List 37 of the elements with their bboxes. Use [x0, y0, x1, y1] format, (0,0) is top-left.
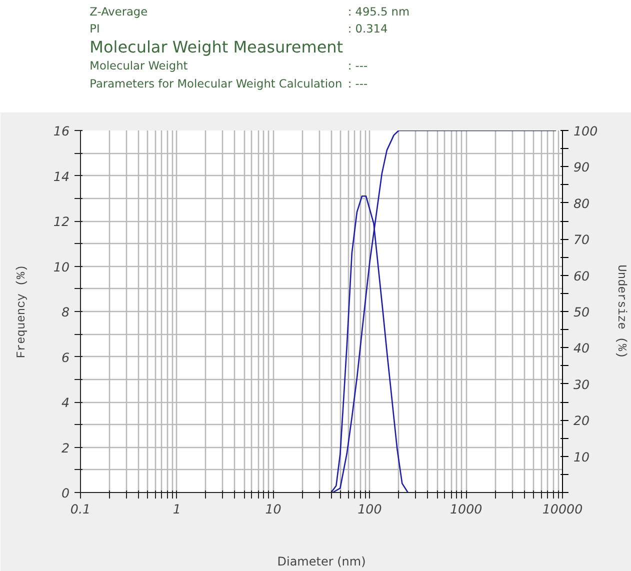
y-tick-label: 14	[53, 168, 70, 184]
text: : 495.5 nm	[348, 4, 410, 18]
y-axis-title: Frequency (%)	[14, 264, 28, 358]
y-tick-label: 6	[61, 350, 70, 365]
x-tick-label: 10	[265, 502, 282, 516]
y-tick-label: 2	[61, 440, 70, 456]
y2-tick-label: 30	[574, 376, 590, 392]
text: : ---	[348, 76, 368, 90]
y-tick-label: 0	[61, 486, 70, 500]
x-tick-label: 10000	[542, 502, 583, 516]
y2-tick-label: 100	[574, 124, 598, 138]
text: PI	[90, 22, 100, 36]
text: : ---	[348, 58, 368, 72]
y2-tick-label: 20	[574, 413, 590, 428]
y2-tick-label: 70	[574, 232, 590, 248]
text: Molecular Weight	[90, 58, 188, 72]
y2-tick-label: 80	[574, 196, 590, 211]
y-tick-label: 16	[53, 124, 70, 138]
x-tick-label: 1	[172, 502, 181, 516]
y-tick-label: 10	[53, 259, 70, 274]
x-tick-label: 1000	[450, 502, 482, 516]
text: : 0.314	[348, 22, 388, 36]
text: Parameters for Molecular Weight Calculation	[90, 76, 342, 90]
y2-tick-label: 40	[574, 340, 590, 356]
text: Z-Average	[90, 4, 148, 18]
y-tick-label: 8	[61, 304, 70, 320]
y2-tick-label: 90	[574, 160, 590, 175]
y2-tick-label: 60	[574, 268, 590, 284]
y2-axis-title: Undersize (%)	[614, 264, 629, 358]
x-axis-title: Diameter (nm)	[277, 554, 366, 568]
y-tick-label: 12	[53, 214, 70, 229]
y-tick-label: 4	[61, 395, 70, 410]
x-tick-label: 100	[358, 502, 382, 516]
x-tick-label: 0.1	[70, 502, 91, 516]
chart-title: Molecular Weight Measurement	[90, 38, 344, 56]
y2-tick-label: 50	[574, 304, 590, 320]
y2-tick-label: 10	[574, 449, 590, 464]
